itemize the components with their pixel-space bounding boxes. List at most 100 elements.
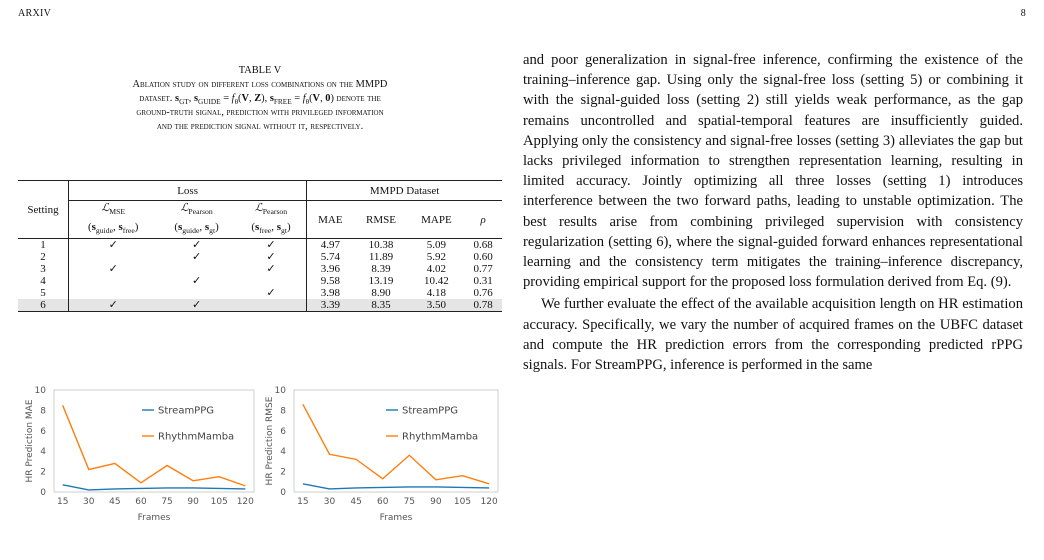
table-caption-line-1: Ablation study on different loss combina… [132, 79, 388, 90]
cell-rho: 0.31 [473, 275, 493, 287]
y-tick-label: 2 [280, 468, 286, 478]
x-tick-label: 45 [350, 497, 361, 507]
x-tick-label: 75 [161, 497, 172, 507]
x-tick-label: 105 [211, 497, 228, 507]
cell-rho: 0.60 [473, 251, 493, 263]
table-row: 2 ✓ ✓ 5.74 11.89 5.92 0.60 [18, 251, 502, 263]
cell-rmse: 11.89 [368, 251, 394, 263]
cell-mae: 9.58 [320, 275, 340, 287]
col-mape: MAPE [408, 200, 465, 239]
col-loss-pearson-free: ℒPearson (sfree, sgt) [235, 200, 308, 239]
cell-mape: 4.02 [426, 263, 447, 275]
cell-c2 [157, 263, 235, 275]
x-tick-label: 60 [135, 497, 147, 507]
cell-mape: 5.09 [408, 238, 465, 251]
table-row: 5 ✓ 3.98 8.90 4.18 0.76 [18, 287, 502, 299]
series-line-streamppg [302, 483, 490, 490]
cell-mae: 3.39 [306, 299, 354, 312]
cell-c3: ✓ [235, 238, 308, 251]
y-axis-label: HR Prediction MAE [25, 399, 35, 482]
cell-setting: 3 [18, 263, 69, 275]
x-axis-label: Frames [138, 513, 171, 523]
cell-rmse: 13.19 [368, 275, 394, 287]
cell-rho: 0.68 [464, 238, 502, 251]
cell-rmse: 8.39 [371, 263, 391, 275]
cell-c1 [69, 287, 158, 299]
x-tick-label: 120 [481, 497, 498, 507]
cell-setting: 6 [18, 299, 69, 312]
cell-mape: 10.42 [424, 275, 449, 287]
paragraph-1: and poor generalization in signal-free i… [523, 52, 1023, 291]
cell-mae: 5.74 [320, 251, 340, 263]
cell-rho: 0.77 [473, 263, 493, 275]
page-number: 8 [1020, 8, 1026, 19]
cell-rmse: 8.35 [353, 299, 409, 312]
y-tick-label: 10 [35, 386, 47, 396]
paragraph-2: We further evaluate the effect of the av… [523, 296, 1023, 374]
cell-c1 [69, 251, 158, 263]
table-row: 6 ✓ ✓ 3.39 8.35 3.50 0.78 [18, 299, 502, 312]
y-tick-label: 2 [40, 468, 46, 478]
cell-mae: 4.97 [306, 238, 354, 251]
cell-rho: 0.76 [473, 287, 493, 299]
series-line-rhythmmamba [302, 403, 490, 485]
table-row: 4 ✓ 9.58 13.19 10.42 0.31 [18, 275, 502, 287]
cell-setting: 4 [18, 275, 69, 287]
legend-label: StreamPPG [402, 406, 458, 417]
table-caption-line-4: and the prediction signal without it, re… [156, 121, 364, 132]
cell-c1: ✓ [108, 263, 118, 275]
cell-rho: 0.78 [464, 299, 502, 312]
col-setting: Setting [18, 180, 69, 239]
cell-c2 [157, 287, 235, 299]
cell-c3 [235, 299, 308, 312]
cell-c3 [235, 275, 308, 287]
cell-c2: ✓ [157, 299, 236, 312]
table-caption-line-3: ground-truth signal, prediction with pri… [136, 107, 384, 118]
y-tick-label: 0 [40, 488, 46, 498]
table-row: 1 ✓ ✓ ✓ 4.97 10.38 5.09 0.68 [18, 238, 502, 251]
table-caption-line-2: dataset. sGT, sGUIDE = fθ(V, Z), sFREE =… [139, 93, 381, 107]
cell-mae: 3.96 [320, 263, 340, 275]
x-tick-label: 60 [377, 497, 389, 507]
x-tick-label: 105 [454, 497, 471, 507]
cell-c2: ✓ [191, 275, 202, 287]
col-rho: ρ [464, 200, 502, 239]
x-tick-label: 15 [57, 497, 68, 507]
y-tick-label: 10 [275, 386, 287, 396]
cell-c3: ✓ [235, 251, 308, 263]
x-tick-label: 90 [430, 497, 442, 507]
table-caption-denote: denote the [336, 93, 381, 104]
y-tick-label: 8 [40, 406, 46, 416]
y-tick-label: 4 [40, 447, 46, 457]
table-row: 3 ✓ ✓ 3.96 8.39 4.02 0.77 [18, 263, 502, 275]
cell-mae: 3.98 [320, 287, 340, 299]
y-tick-label: 0 [280, 488, 286, 498]
x-tick-label: 15 [297, 497, 308, 507]
table-number: TABLE V [238, 65, 282, 76]
y-tick-label: 6 [40, 427, 46, 437]
running-header-left: ARXIV [18, 8, 52, 19]
x-tick-label: 90 [187, 497, 199, 507]
cell-mape: 3.50 [408, 299, 465, 312]
y-tick-label: 8 [280, 406, 286, 416]
y-axis-label: HR Prediction RMSE [265, 396, 275, 485]
y-tick-label: 6 [280, 427, 286, 437]
col-loss-pearson-guide: ℒPearson (sguide, sgt) [157, 200, 236, 239]
cell-c2: ✓ [157, 238, 236, 251]
x-tick-label: 30 [324, 497, 336, 507]
x-tick-label: 45 [109, 497, 120, 507]
x-tick-label: 120 [237, 497, 254, 507]
mae-line-chart: 0 2 4 6 8 10 15 30 45 60 75 90 105 120 Frames HR Predic… [25, 386, 255, 523]
cell-mape: 4.18 [426, 287, 447, 299]
plot-frame [53, 389, 255, 493]
x-tick-label: 75 [404, 497, 415, 507]
y-tick-label: 4 [280, 447, 286, 457]
cell-c2: ✓ [191, 251, 202, 263]
cell-rmse: 8.90 [371, 287, 391, 299]
cell-rmse: 10.38 [353, 238, 409, 251]
col-mae: MAE [306, 200, 354, 239]
ablation-table: Setting Loss MMPD Dataset ℒMSE (sguide, s… [18, 180, 502, 312]
cell-setting: 2 [18, 251, 69, 263]
cell-setting: 5 [18, 287, 69, 299]
group-loss: Loss [68, 180, 308, 201]
